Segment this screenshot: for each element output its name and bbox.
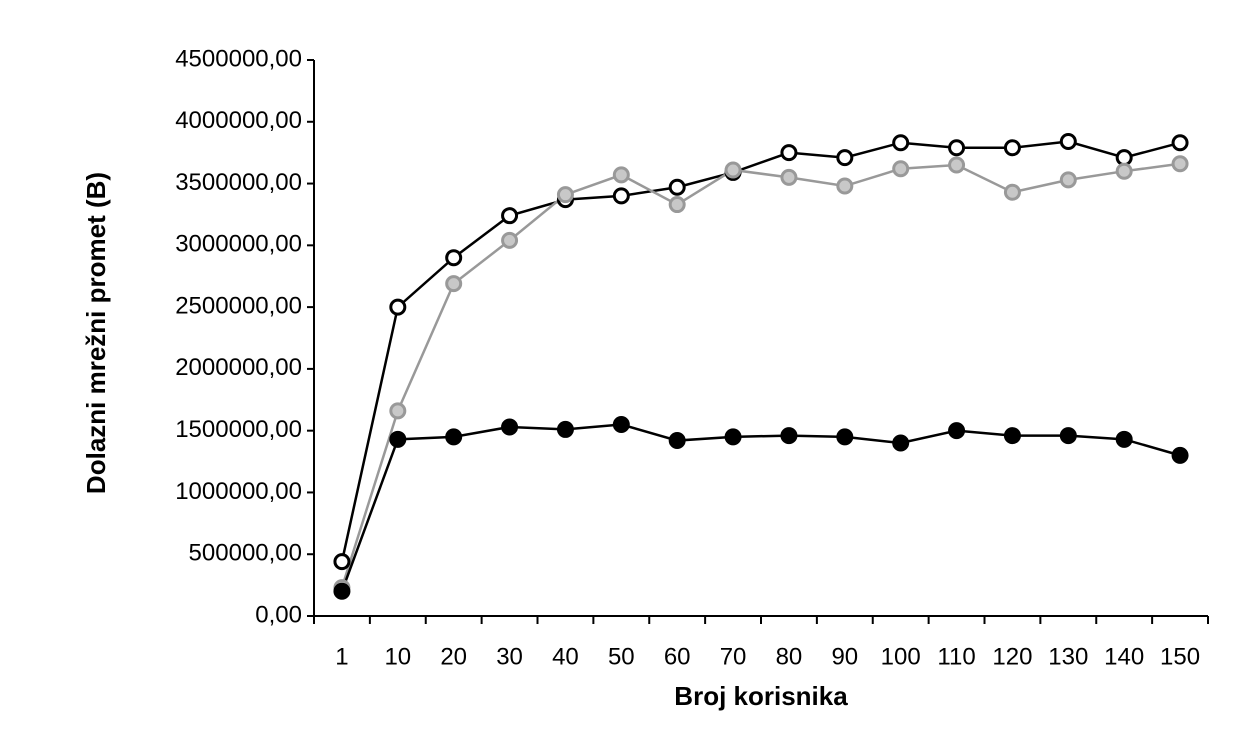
x-tick-label: 110 — [937, 643, 975, 670]
series-line — [340, 423, 1181, 592]
data-point — [1171, 134, 1189, 152]
x-tick-label: 1 — [335, 643, 348, 670]
data-point — [445, 275, 463, 293]
data-point — [1115, 162, 1133, 180]
y-tick-label: 4000000,00 — [175, 107, 302, 134]
y-tick-label: 500000,00 — [189, 540, 302, 567]
data-point — [1059, 427, 1077, 445]
data-point — [948, 139, 966, 157]
data-point — [780, 427, 798, 445]
data-point — [501, 231, 519, 249]
y-tick-label: 1000000,00 — [175, 478, 302, 505]
data-point — [333, 582, 351, 600]
x-tick-label: 10 — [384, 643, 411, 670]
data-point — [1171, 446, 1189, 464]
data-point — [1003, 183, 1021, 201]
data-point — [389, 430, 407, 448]
data-point — [1171, 155, 1189, 173]
data-point — [612, 166, 630, 184]
data-point — [445, 428, 463, 446]
x-tick-label: 60 — [664, 643, 691, 670]
data-point — [1059, 133, 1077, 151]
x-axis-title: Broj korisnika — [674, 681, 848, 711]
x-tick-label: 40 — [552, 643, 579, 670]
data-point — [1003, 139, 1021, 157]
y-tick-label: 2000000,00 — [175, 354, 302, 381]
x-tick-label: 50 — [608, 643, 635, 670]
x-tick-label: 140 — [1104, 643, 1144, 670]
y-tick-label: 1500000,00 — [175, 416, 302, 443]
data-point — [836, 177, 854, 195]
data-point — [612, 415, 630, 433]
x-tick-label: 70 — [720, 643, 747, 670]
series-line — [340, 162, 1181, 588]
data-point — [556, 420, 574, 438]
x-tick-label: 20 — [440, 643, 467, 670]
data-point — [501, 418, 519, 436]
y-tick-label: 3500000,00 — [175, 169, 302, 196]
data-point — [445, 249, 463, 267]
data-point — [892, 434, 910, 452]
x-tick-label: 90 — [831, 643, 858, 670]
y-tick-label: 4500000,00 — [175, 45, 302, 72]
data-point — [389, 298, 407, 316]
data-point — [780, 144, 798, 162]
y-tick-label: 0,00 — [255, 601, 302, 628]
x-tick-label: 150 — [1160, 643, 1200, 670]
data-point — [668, 178, 686, 196]
series-line — [340, 140, 1181, 562]
x-tick-label: 100 — [881, 643, 921, 670]
data-point — [668, 196, 686, 214]
data-point — [948, 422, 966, 440]
data-point — [668, 432, 686, 450]
data-point — [780, 168, 798, 186]
data-point — [892, 160, 910, 178]
x-tick-label: 30 — [496, 643, 523, 670]
data-point — [389, 402, 407, 420]
y-axis-title: Dolazni mrežni promet (B) — [81, 172, 111, 494]
data-point — [1003, 427, 1021, 445]
data-point — [892, 134, 910, 152]
data-point — [836, 428, 854, 446]
data-point — [836, 149, 854, 167]
data-point — [724, 428, 742, 446]
data-point — [612, 187, 630, 205]
data-point — [501, 207, 519, 225]
data-point — [333, 553, 351, 571]
data-point — [724, 161, 742, 179]
y-tick-label: 2500000,00 — [175, 292, 302, 319]
data-point — [556, 186, 574, 204]
x-tick-label: 120 — [992, 643, 1032, 670]
data-point — [1115, 430, 1133, 448]
x-tick-label: 80 — [776, 643, 803, 670]
y-tick-label: 3000000,00 — [175, 231, 302, 258]
data-point — [1115, 149, 1133, 167]
x-tick-label: 130 — [1048, 643, 1088, 670]
data-point — [1059, 171, 1077, 189]
data-point — [948, 156, 966, 174]
